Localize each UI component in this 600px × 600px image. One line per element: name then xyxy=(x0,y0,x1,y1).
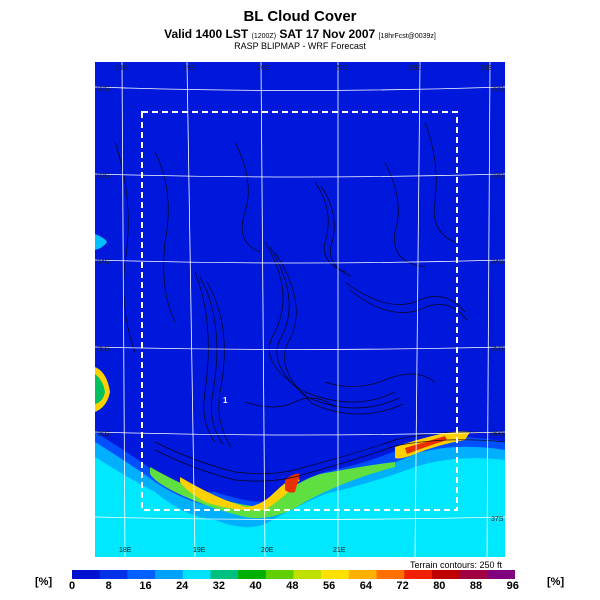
lat-label: 34S xyxy=(97,259,110,266)
colorbar-swatch xyxy=(265,570,294,579)
colorbar-swatch xyxy=(155,570,184,579)
lon-label: 18E xyxy=(115,65,128,72)
colorbar-tick-label: 96 xyxy=(506,580,519,592)
lon-label: 21E xyxy=(335,65,348,72)
lon-label: 19E xyxy=(193,547,206,554)
colorbar-swatch xyxy=(376,570,405,579)
colorbar-tick-label: 8 xyxy=(105,580,112,592)
colorbar-tick-label: 0 xyxy=(68,580,76,592)
colorbar-tick-label: 24 xyxy=(176,580,189,592)
valid-date: SAT 17 Nov 2007 xyxy=(279,27,376,41)
lat-label: 33S xyxy=(491,173,504,180)
cloud-cover-map: 1 18E 19E 20E 21E 22E 23E 18E 19E 20E 21… xyxy=(95,62,505,557)
colorbar-tick-label: 64 xyxy=(359,580,372,592)
lon-label: 18E xyxy=(119,547,132,554)
colorbar-swatch xyxy=(431,570,461,579)
colorbar-swatch xyxy=(99,570,128,579)
lat-label: 37S xyxy=(491,516,504,523)
colorbar-swatch xyxy=(404,570,433,579)
colorbar-unit-right: [%] xyxy=(547,576,565,588)
lon-label: 20E xyxy=(261,547,274,554)
site-marker-label: 1 xyxy=(223,396,228,405)
colorbar-tick-label: 32 xyxy=(212,580,226,592)
terrain-contour-note: Terrain contours: 250 ft xyxy=(409,560,502,570)
colorbar-tick-label: 72 xyxy=(396,580,409,592)
colorbar-swatch xyxy=(293,570,322,579)
lat-label: 33S xyxy=(97,173,110,180)
lat-label: 32S xyxy=(491,86,504,93)
valid-code: (1200Z) xyxy=(251,33,277,40)
colorbar-tick-label: 16 xyxy=(139,580,152,592)
colorbar-swatch xyxy=(127,570,156,579)
forecast-tag: [18hrFcst@0039z] xyxy=(378,33,436,40)
lat-label: 32S xyxy=(97,86,110,93)
lat-label: 36S xyxy=(97,431,110,438)
colorbar-swatch xyxy=(72,570,101,579)
lon-label: 23E xyxy=(480,65,493,72)
colorbar xyxy=(72,570,515,579)
map-title: BL Cloud Cover xyxy=(243,8,357,25)
lat-label: 35S xyxy=(97,346,110,353)
colorbar-tick-label: 56 xyxy=(322,580,336,592)
lat-label: 35S xyxy=(491,346,504,353)
map-subtitle: RASP BLIPMAP - WRF Forecast xyxy=(234,41,366,51)
colorbar-tick-label: 40 xyxy=(249,580,262,592)
valid-time-line: Valid 1400 LST (1200Z) SAT 17 Nov 2007 [… xyxy=(0,27,600,41)
colorbar-swatch xyxy=(321,570,350,579)
colorbar-unit-left: [%] xyxy=(35,576,53,588)
colorbar-swatch xyxy=(182,570,211,579)
lon-label: 19E xyxy=(183,65,196,72)
valid-prefix: Valid 1400 LST xyxy=(164,27,249,41)
lon-label: 20E xyxy=(257,65,270,72)
colorbar-swatch xyxy=(348,570,378,579)
colorbar-swatch xyxy=(487,570,515,579)
colorbar-swatch xyxy=(210,570,239,579)
colorbar-tick-label: 80 xyxy=(433,580,446,592)
lat-label: 34S xyxy=(491,259,504,266)
lat-label: 36S xyxy=(491,431,504,438)
colorbar-swatch xyxy=(459,570,488,579)
colorbar-tick-label: 48 xyxy=(286,580,299,592)
colorbar-swatch xyxy=(238,570,267,579)
lon-label: 22E xyxy=(408,65,421,72)
colorbar-tick-label: 88 xyxy=(469,580,483,592)
lon-label: 21E xyxy=(333,547,346,554)
